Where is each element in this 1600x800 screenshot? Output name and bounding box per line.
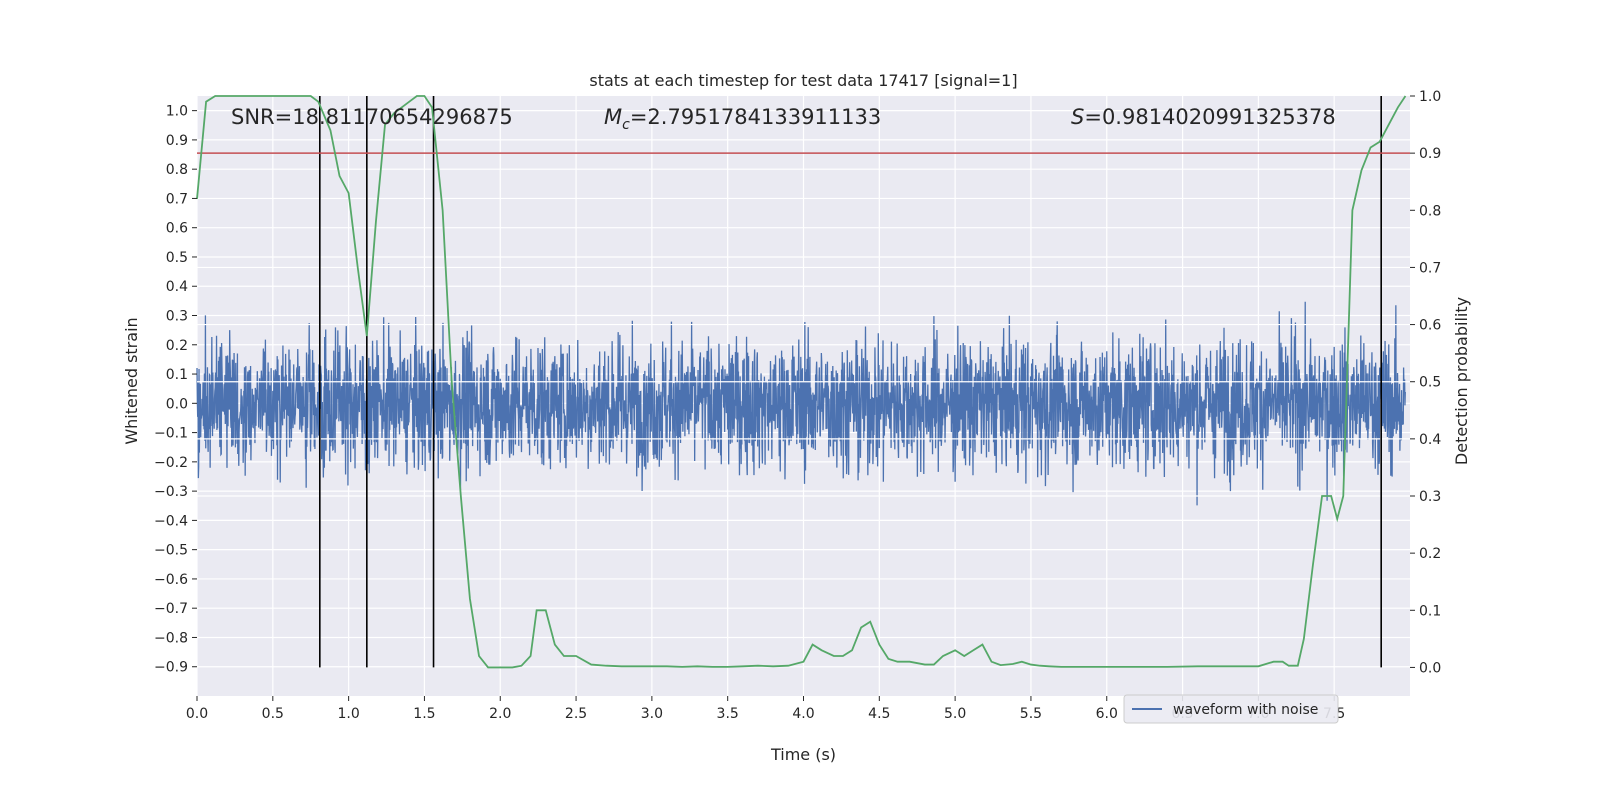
y-axis-label-left: Whitened strain	[122, 317, 141, 444]
y-tick-label-right: 0.6	[1419, 318, 1441, 334]
x-tick-label: 3.0	[641, 706, 663, 722]
y-tick-label-right: 0.8	[1419, 203, 1441, 219]
y-tick-label-right: 0.7	[1419, 260, 1441, 276]
x-tick-label: 1.5	[413, 706, 435, 722]
y-tick-label-left: 1.0	[166, 104, 188, 120]
mc-subscript: c	[622, 117, 630, 133]
y-tick-label-right: 0.1	[1419, 603, 1441, 619]
detection-probability-line	[196, 95, 1407, 669]
detection-probability-series	[196, 95, 1407, 669]
y-tick-label-left: 0.5	[166, 250, 188, 266]
y-tick-label-right: 0.9	[1419, 146, 1441, 162]
waveform-with-noise-line	[196, 301, 1406, 506]
y-tick-label-left: −0.8	[154, 630, 188, 646]
y-tick-label-left: −0.3	[154, 484, 188, 500]
vertical-markers	[197, 96, 1410, 668]
y-tick-label-left: −0.5	[154, 543, 188, 559]
x-tick-label: 5.0	[944, 706, 966, 722]
y-tick-label-left: 0.0	[166, 396, 188, 412]
legend-box	[1123, 694, 1339, 724]
legend-label-waveform: waveform with noise	[1173, 702, 1318, 718]
y-tick-label-right: 0.4	[1419, 432, 1441, 448]
chart-title: stats at each timestep for test data 174…	[589, 71, 1017, 90]
x-tick-label: 4.0	[792, 706, 814, 722]
y-tick-label-left: 0.3	[166, 309, 188, 325]
y-tick-label-left: 0.1	[166, 367, 188, 383]
y-tick-label-left: 0.9	[166, 133, 188, 149]
y-tick-label-left: −0.2	[154, 455, 188, 471]
mc-symbol: M	[604, 105, 622, 129]
y-tick-label-left: −0.6	[154, 572, 188, 588]
x-tick-label: 2.0	[489, 706, 511, 722]
y-tick-label-left: −0.4	[154, 513, 188, 529]
y-tick-label-left: 0.7	[166, 191, 188, 207]
y-tick-label-left: 0.4	[166, 279, 188, 295]
y-tick-label-left: −0.1	[154, 426, 188, 442]
waveform-with-noise-series	[196, 301, 1406, 506]
x-axis-label: Time (s)	[770, 745, 836, 764]
y-tick-label-left: 0.2	[166, 338, 188, 354]
axis-ticks: 0.00.51.01.52.02.53.03.54.04.55.05.56.06…	[154, 89, 1441, 722]
s-symbol: S	[1071, 105, 1084, 129]
x-tick-label: 1.0	[337, 706, 359, 722]
x-tick-label: 0.0	[186, 706, 208, 722]
x-tick-label: 3.5	[717, 706, 739, 722]
x-tick-label: 6.0	[1096, 706, 1118, 722]
y-tick-label-left: −0.9	[154, 660, 188, 676]
mc-value: =2.7951784133911133	[630, 105, 881, 129]
y-tick-label-left: 0.8	[166, 162, 188, 178]
s-annotation: S=0.9814020991325378	[1071, 105, 1336, 129]
y-tick-label-left: −0.7	[154, 601, 188, 617]
y-tick-label-right: 0.5	[1419, 375, 1441, 391]
y-tick-label-left: 0.6	[166, 221, 188, 237]
y-tick-label-right: 0.0	[1419, 660, 1441, 676]
y-tick-label-right: 0.2	[1419, 546, 1441, 562]
chirp-mass-annotation: Mc=2.7951784133911133	[604, 105, 881, 133]
legend: waveform with noise	[1123, 694, 1339, 724]
y-tick-label-right: 1.0	[1419, 89, 1441, 105]
s-value: =0.9814020991325378	[1084, 105, 1335, 129]
x-tick-label: 5.5	[1020, 706, 1042, 722]
x-tick-label: 0.5	[262, 706, 284, 722]
y-axis-label-right: Detection probability	[1452, 297, 1471, 465]
x-tick-label: 2.5	[565, 706, 587, 722]
x-tick-label: 4.5	[868, 706, 890, 722]
snr-annotation: SNR=18.81170654296875	[231, 105, 513, 129]
y-tick-label-right: 0.3	[1419, 489, 1441, 505]
